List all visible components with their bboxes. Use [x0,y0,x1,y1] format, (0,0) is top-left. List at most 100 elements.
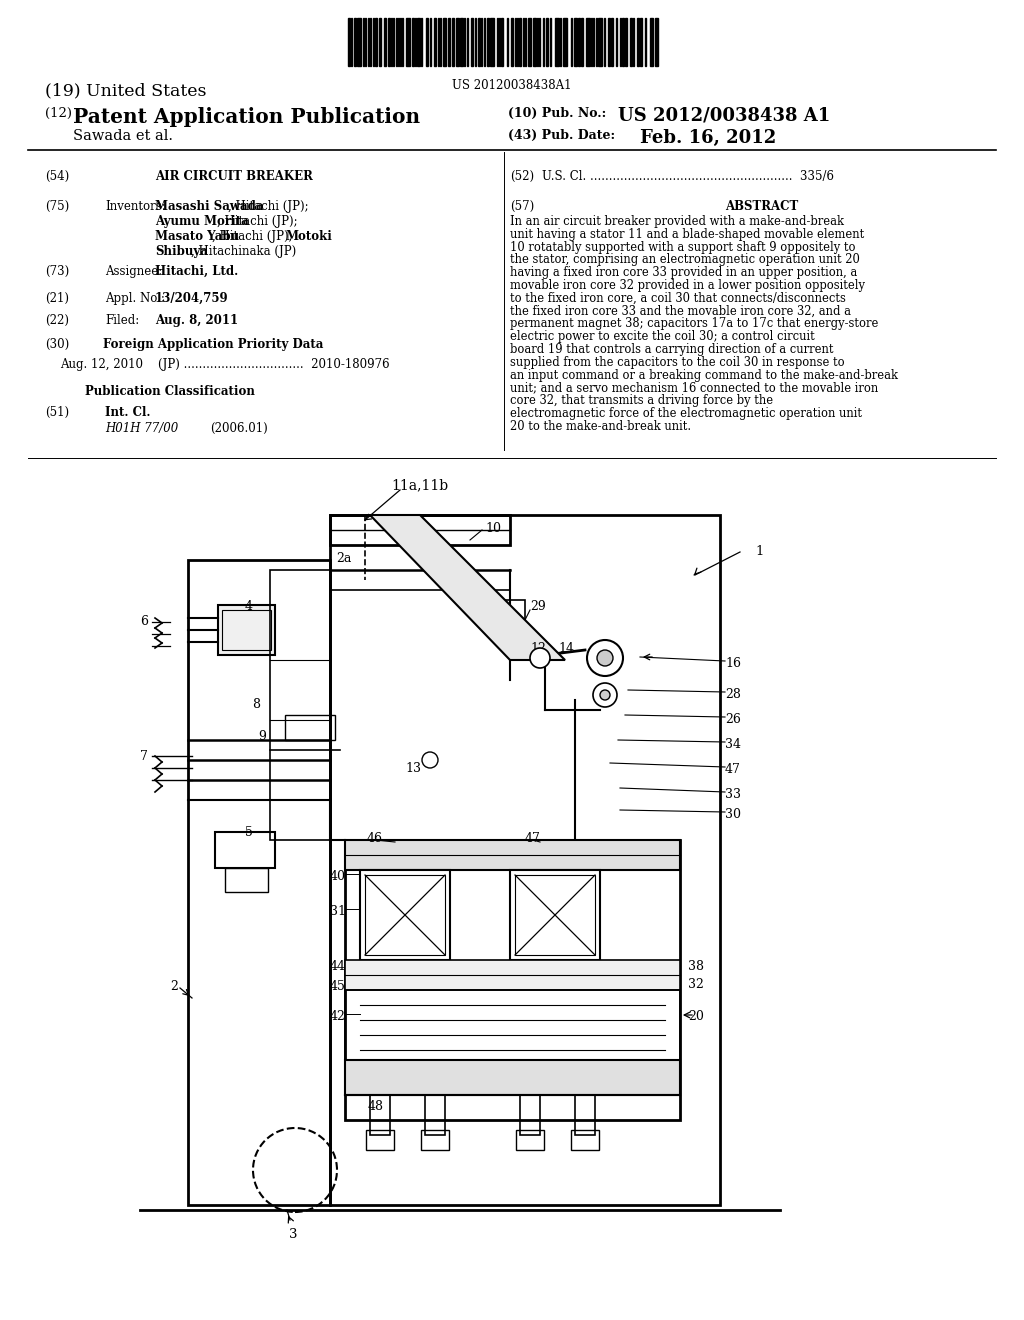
Circle shape [530,648,550,668]
Text: (57): (57) [510,201,535,213]
Text: 30: 30 [725,808,741,821]
Bar [563,18,567,66]
Text: (52): (52) [510,170,535,183]
Text: US 20120038438A1: US 20120038438A1 [453,79,571,92]
Text: (30): (30) [45,338,70,351]
Text: 47: 47 [525,832,541,845]
Bar [578,18,580,66]
Text: 46: 46 [367,832,383,845]
Text: (51): (51) [45,407,70,418]
Bar [426,18,428,66]
Text: Assignee:: Assignee: [105,265,162,279]
Text: 44: 44 [330,960,346,973]
Text: 47: 47 [725,763,741,776]
Text: (73): (73) [45,265,70,279]
Text: 6: 6 [140,615,148,628]
Bar [490,18,494,66]
Bar [366,1130,394,1150]
Bar [511,18,513,66]
Text: (43) Pub. Date:: (43) Pub. Date: [508,129,615,143]
Text: Publication Classification: Publication Classification [85,385,255,399]
Bar [574,18,577,66]
Bar [345,990,680,1060]
Text: U.S. Cl. ......................................................  335/6: U.S. Cl. ...............................… [542,170,834,183]
Bar [452,18,454,66]
Text: Sawada et al.: Sawada et al. [73,129,173,143]
Bar [460,18,463,66]
Text: Masashi Sawada: Masashi Sawada [155,201,263,213]
Text: Hitachi, Ltd.: Hitachi, Ltd. [155,265,239,279]
Bar [425,1096,445,1135]
Bar [586,18,590,66]
Text: , Hitachi (JP);: , Hitachi (JP); [217,215,298,228]
Bar [345,840,680,870]
Text: H01H 77/00: H01H 77/00 [105,422,178,436]
Circle shape [422,752,438,768]
Bar [330,515,510,545]
Text: 28: 28 [725,688,741,701]
Text: an input command or a breaking command to the make-and-break: an input command or a breaking command t… [510,368,898,381]
Text: (75): (75) [45,201,70,213]
Bar [285,715,335,741]
Bar [406,18,410,66]
Text: 14: 14 [558,642,574,655]
Text: 13/204,759: 13/204,759 [155,292,228,305]
Bar [345,960,680,990]
Text: , Hitachi (JP);: , Hitachi (JP); [212,230,297,243]
Text: the stator, comprising an electromagnetic operation unit 20: the stator, comprising an electromagneti… [510,253,860,267]
Circle shape [600,690,610,700]
Text: 4: 4 [245,601,253,612]
Text: 40: 40 [330,870,346,883]
Bar [360,870,450,960]
Bar [516,1130,544,1150]
Text: movable iron core 32 provided in a lower position oppositely: movable iron core 32 provided in a lower… [510,279,865,292]
Circle shape [597,649,613,667]
Text: 29: 29 [530,601,546,612]
Text: US 2012/0038438 A1: US 2012/0038438 A1 [618,107,830,125]
Bar [188,560,330,1205]
Text: 1: 1 [755,545,763,558]
Text: (21): (21) [45,292,69,305]
Text: Inventors:: Inventors: [105,201,166,213]
Polygon shape [370,515,565,660]
Text: 10: 10 [485,521,501,535]
Text: 2: 2 [170,979,178,993]
Text: Motoki: Motoki [286,230,333,243]
Bar [611,18,613,66]
Text: Shibuya: Shibuya [155,246,208,257]
Bar [375,18,377,66]
Text: unit having a stator 11 and a blade-shaped movable element: unit having a stator 11 and a blade-shap… [510,228,864,240]
Bar [270,570,330,840]
Bar [215,832,275,869]
Bar [471,18,473,66]
Bar [581,18,583,66]
Text: 20: 20 [688,1010,703,1023]
Circle shape [593,682,617,708]
Text: (19) United States: (19) United States [45,82,207,99]
Bar [515,875,595,954]
Bar [478,18,480,66]
Bar [421,1130,449,1150]
Text: (12): (12) [45,107,72,120]
Text: 2a: 2a [336,552,351,565]
Text: 13: 13 [406,762,421,775]
Text: Ayumu Morita: Ayumu Morita [155,215,249,228]
Circle shape [587,640,623,676]
Bar [354,18,356,66]
Bar [434,18,436,66]
Text: Filed:: Filed: [105,314,139,327]
Bar [598,18,602,66]
Bar [640,18,642,66]
Text: to the fixed iron core, a coil 30 that connects/disconnects: to the fixed iron core, a coil 30 that c… [510,292,846,305]
Text: , Hitachinaka (JP): , Hitachinaka (JP) [191,246,297,257]
Text: Aug. 12, 2010    (JP) ................................  2010-180976: Aug. 12, 2010 (JP) .....................… [60,358,389,371]
Bar [412,18,414,66]
Bar [498,601,525,624]
Text: 9: 9 [258,730,266,743]
Text: supplied from the capacitors to the coil 30 in response to: supplied from the capacitors to the coil… [510,356,845,368]
Text: 31: 31 [330,906,346,917]
Bar [534,18,536,66]
Text: Foreign Application Priority Data: Foreign Application Priority Data [103,338,324,351]
Bar [218,605,275,655]
Bar [449,18,450,66]
